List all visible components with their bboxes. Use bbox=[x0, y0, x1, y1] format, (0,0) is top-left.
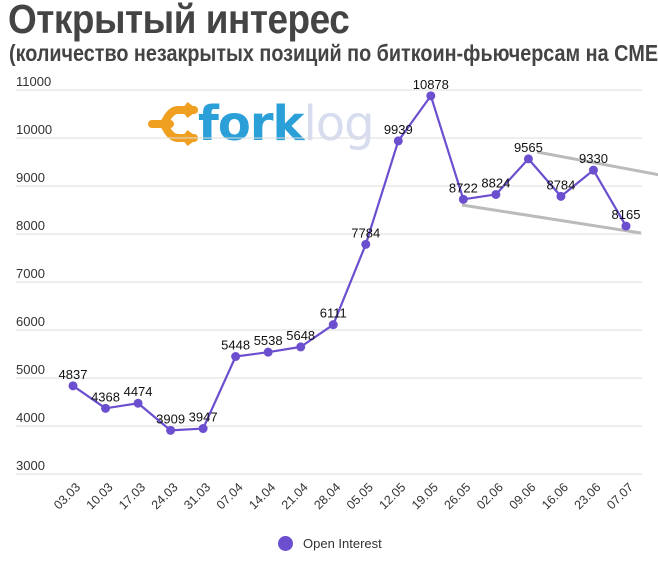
data-point[interactable] bbox=[133, 398, 143, 408]
legend[interactable]: Open Interest bbox=[278, 536, 382, 551]
data-label: 8165 bbox=[612, 207, 641, 222]
x-tick-label: 07.07 bbox=[604, 480, 636, 512]
forklog-fork-text: fork bbox=[198, 96, 304, 152]
chart-subtitle: (количество незакрытых позиций по биткои… bbox=[9, 40, 658, 66]
upper-channel-line bbox=[536, 150, 658, 177]
data-label: 6111 bbox=[320, 306, 347, 321]
legend-marker-icon bbox=[278, 536, 293, 551]
data-point[interactable] bbox=[328, 320, 338, 330]
x-tick-label: 26.05 bbox=[441, 480, 473, 512]
data-label: 9565 bbox=[514, 140, 543, 155]
y-tick-label: 11000 bbox=[16, 74, 51, 89]
y-tick-label: 7000 bbox=[16, 266, 45, 281]
data-label: 8722 bbox=[449, 180, 478, 195]
data-point[interactable] bbox=[426, 91, 436, 101]
x-tick-label: 07.04 bbox=[214, 480, 246, 512]
data-label: 7784 bbox=[351, 225, 380, 240]
x-tick-label: 03.03 bbox=[51, 480, 83, 512]
data-point[interactable] bbox=[296, 342, 306, 352]
lower-channel-line bbox=[461, 203, 642, 235]
data-point[interactable] bbox=[166, 425, 176, 435]
data-label: 9939 bbox=[384, 122, 413, 137]
data-point[interactable] bbox=[556, 191, 566, 201]
data-label: 4837 bbox=[59, 367, 88, 382]
trend-lines bbox=[461, 150, 658, 235]
data-point[interactable] bbox=[588, 165, 598, 175]
forklog-arrow-icon bbox=[148, 102, 198, 146]
x-tick-label: 16.06 bbox=[539, 480, 571, 512]
data-point[interactable] bbox=[621, 221, 631, 231]
data-label: 5538 bbox=[254, 333, 283, 348]
x-axis-labels: 03.03 10.03 17.03 24.03 31.03 07.04 14.04 21.04… bbox=[51, 480, 636, 512]
x-tick-label: 28.04 bbox=[311, 480, 343, 512]
x-tick-label: 24.03 bbox=[149, 480, 181, 512]
data-point[interactable] bbox=[393, 136, 403, 146]
series-line bbox=[72, 94, 627, 432]
data-point[interactable] bbox=[491, 189, 501, 199]
forklog-watermark: fork log bbox=[148, 96, 375, 152]
data-point[interactable] bbox=[458, 194, 468, 204]
y-tick-label: 9000 bbox=[16, 170, 45, 185]
x-tick-label: 21.04 bbox=[279, 480, 311, 512]
y-tick-label: 6000 bbox=[16, 314, 45, 329]
data-label: 3909 bbox=[156, 411, 185, 426]
y-axis-labels: 3000 4000 5000 6000 7000 8000 9000 10000 11000 bbox=[16, 74, 52, 473]
data-label: 4368 bbox=[91, 389, 120, 404]
data-label: 9330 bbox=[579, 151, 608, 166]
y-tick-label: 5000 bbox=[16, 362, 45, 377]
data-point[interactable] bbox=[198, 424, 208, 434]
x-tick-label: 10.03 bbox=[84, 480, 116, 512]
x-tick-label: 14.04 bbox=[246, 480, 278, 512]
data-label: 8784 bbox=[546, 177, 575, 192]
x-tick-label: 09.06 bbox=[507, 480, 539, 512]
data-point[interactable] bbox=[231, 351, 241, 361]
data-point[interactable] bbox=[101, 403, 111, 413]
x-tick-label: 17.03 bbox=[116, 480, 148, 512]
x-tick-label: 23.06 bbox=[572, 480, 604, 512]
y-tick-label: 8000 bbox=[16, 218, 45, 233]
x-tick-label: 12.05 bbox=[376, 480, 408, 512]
data-point[interactable] bbox=[263, 347, 273, 357]
data-point[interactable] bbox=[68, 381, 78, 391]
y-tick-label: 4000 bbox=[16, 410, 45, 425]
data-point[interactable] bbox=[361, 239, 371, 249]
x-tick-label: 02.06 bbox=[474, 480, 506, 512]
forklog-log-text: log bbox=[303, 96, 374, 152]
x-tick-label: 31.03 bbox=[181, 480, 213, 512]
legend-label: Open Interest bbox=[303, 536, 382, 551]
x-tick-label: 19.05 bbox=[409, 480, 441, 512]
data-label: 3947 bbox=[189, 410, 218, 425]
y-tick-label: 3000 bbox=[16, 458, 45, 473]
series-open-interest bbox=[68, 91, 631, 435]
data-label: 4474 bbox=[124, 384, 153, 399]
data-point[interactable] bbox=[523, 154, 533, 164]
data-label: 8824 bbox=[481, 175, 510, 190]
x-tick-label: 05.05 bbox=[344, 480, 376, 512]
chart-title: Открытый интерес bbox=[8, 0, 350, 42]
y-tick-label: 10000 bbox=[16, 122, 52, 137]
data-label: 5448 bbox=[221, 337, 250, 352]
data-label: 5648 bbox=[286, 328, 315, 343]
data-label: 10878 bbox=[413, 77, 449, 92]
gridlines bbox=[16, 89, 642, 475]
